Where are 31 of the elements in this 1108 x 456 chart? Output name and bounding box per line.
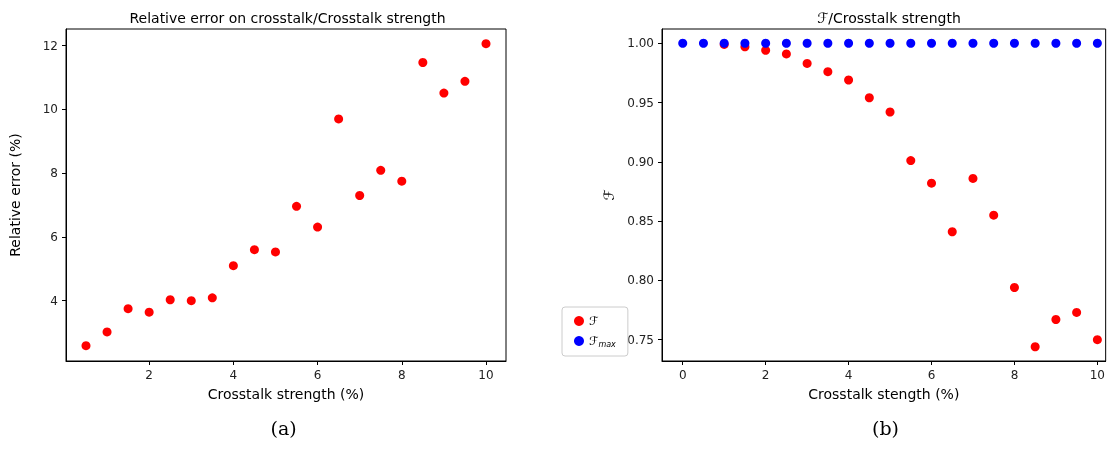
x-tick-label: 10 [478, 368, 494, 382]
x-tick-label: 4 [229, 368, 238, 382]
x-tick-label: 2 [145, 368, 153, 382]
chart-title: Relative error on crosstalk/Crosstalk strength [129, 10, 446, 26]
y-tick-label: 1.00 [627, 36, 654, 51]
y-tick-label: 0.95 [627, 95, 654, 110]
y-tick-label: 4 [50, 293, 58, 308]
x-tick-label: 2 [761, 368, 770, 382]
x-tick-label: 4 [844, 368, 853, 382]
y-tick-label: 0.80 [627, 273, 654, 288]
x-tick-label: 8 [1010, 368, 1019, 382]
y-tick-label: 0.75 [627, 332, 654, 347]
x-axis-title: Crosstalk strength (%) [207, 386, 365, 402]
legend-label: ℱ [589, 314, 599, 328]
x-tick-label: 6 [313, 368, 322, 382]
chart-title: ℱ/Crosstalk strength [817, 10, 961, 26]
y-axis-title: ℱ [601, 189, 618, 201]
text: (b) [872, 416, 899, 439]
x-tick-label: 6 [927, 368, 936, 382]
y-tick-label: 12 [42, 38, 58, 53]
y-axis-title: Relative error (%) [7, 133, 23, 257]
x-tick-label: 0 [678, 368, 687, 382]
y-tick-label: 10 [42, 102, 58, 117]
y-tick-label: 6 [50, 229, 58, 244]
text: (a) [270, 416, 297, 439]
y-tick-label: 8 [50, 166, 58, 181]
y-tick-label: 0.90 [627, 154, 654, 169]
x-tick-label: 8 [397, 368, 406, 382]
x-tick-label: 10 [1089, 368, 1106, 382]
x-axis-title: Crosstalk stength (%) [808, 386, 960, 402]
y-tick-label: 0.85 [627, 214, 654, 229]
